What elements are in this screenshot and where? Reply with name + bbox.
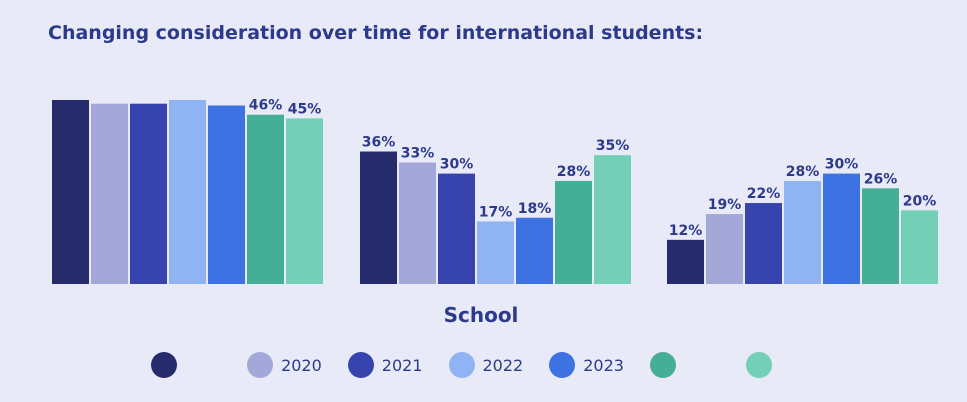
bar-series-5-group-0 bbox=[247, 114, 284, 284]
bar-series-3-group-2 bbox=[784, 180, 821, 284]
legend-label: 2020 bbox=[281, 355, 322, 375]
legend-swatch bbox=[247, 352, 274, 378]
data-label: 28% bbox=[557, 164, 591, 180]
data-label: 17% bbox=[479, 204, 513, 220]
data-label: 19% bbox=[708, 197, 742, 213]
bar-series-0-group-1 bbox=[360, 151, 397, 284]
data-label: 30% bbox=[825, 157, 859, 173]
data-label: 12% bbox=[669, 223, 703, 239]
bar-series-1-group-1 bbox=[399, 162, 436, 284]
legend-swatch bbox=[347, 352, 374, 378]
chart-title: Changing consideration over time for int… bbox=[48, 22, 704, 44]
bar-series-3-group-1 bbox=[477, 221, 514, 284]
data-label: 18% bbox=[518, 201, 552, 217]
bar-series-2-group-0 bbox=[130, 103, 167, 285]
legend-item: 2023 bbox=[549, 352, 624, 378]
data-label: 20% bbox=[903, 193, 937, 209]
bar-series-2-group-1 bbox=[438, 173, 475, 284]
bar-series-2-group-2 bbox=[745, 203, 782, 284]
legend-swatch bbox=[151, 352, 178, 378]
legend-item: 2021 bbox=[347, 352, 423, 378]
x-axis-label: School bbox=[444, 303, 519, 327]
legend-swatch bbox=[549, 352, 576, 378]
data-label: 26% bbox=[864, 171, 898, 187]
legend-item: 2020 bbox=[247, 352, 322, 378]
legend-item bbox=[151, 352, 221, 378]
bar-series-5-group-1 bbox=[555, 180, 592, 284]
data-label: 28% bbox=[786, 164, 820, 180]
legend-label: 2023 bbox=[583, 355, 624, 375]
data-label: 35% bbox=[596, 138, 630, 154]
legend-label: 2021 bbox=[381, 355, 423, 375]
legend-item bbox=[649, 352, 720, 378]
bar-series-3-group-0 bbox=[169, 100, 206, 284]
legend-label: 2022 bbox=[482, 355, 524, 375]
legend-item: 2022 bbox=[448, 352, 524, 378]
bar-series-0-group-2 bbox=[667, 239, 704, 284]
bar-series-4-group-0 bbox=[208, 105, 245, 285]
bar-series-1-group-2 bbox=[706, 214, 743, 284]
legend-swatch bbox=[745, 352, 772, 378]
legend: 2020 2021 2022 2023 bbox=[0, 350, 967, 380]
bar-series-1-group-0 bbox=[91, 103, 128, 285]
data-label: 36% bbox=[362, 135, 396, 151]
data-label: 22% bbox=[747, 186, 781, 202]
bar-series-0-group-0 bbox=[52, 100, 89, 284]
data-label: 45% bbox=[288, 101, 322, 117]
data-label: 46% bbox=[249, 98, 283, 114]
bar-series-5-group-2 bbox=[862, 188, 899, 284]
bar-chart: School 36% 12% 33% 19% 30% 22% 17% 28% 18% 30% 46% 2… bbox=[52, 98, 938, 327]
data-label: 33% bbox=[401, 146, 435, 162]
bar-series-6-group-2 bbox=[901, 210, 938, 284]
bar-series-4-group-1 bbox=[516, 217, 553, 284]
bar-series-6-group-1 bbox=[594, 155, 631, 284]
legend-swatch bbox=[649, 352, 676, 378]
bar-series-4-group-2 bbox=[823, 173, 860, 284]
legend-item bbox=[745, 352, 816, 378]
data-label: 30% bbox=[440, 157, 474, 173]
bar-series-6-group-0 bbox=[286, 118, 323, 285]
legend-swatch bbox=[448, 352, 475, 378]
